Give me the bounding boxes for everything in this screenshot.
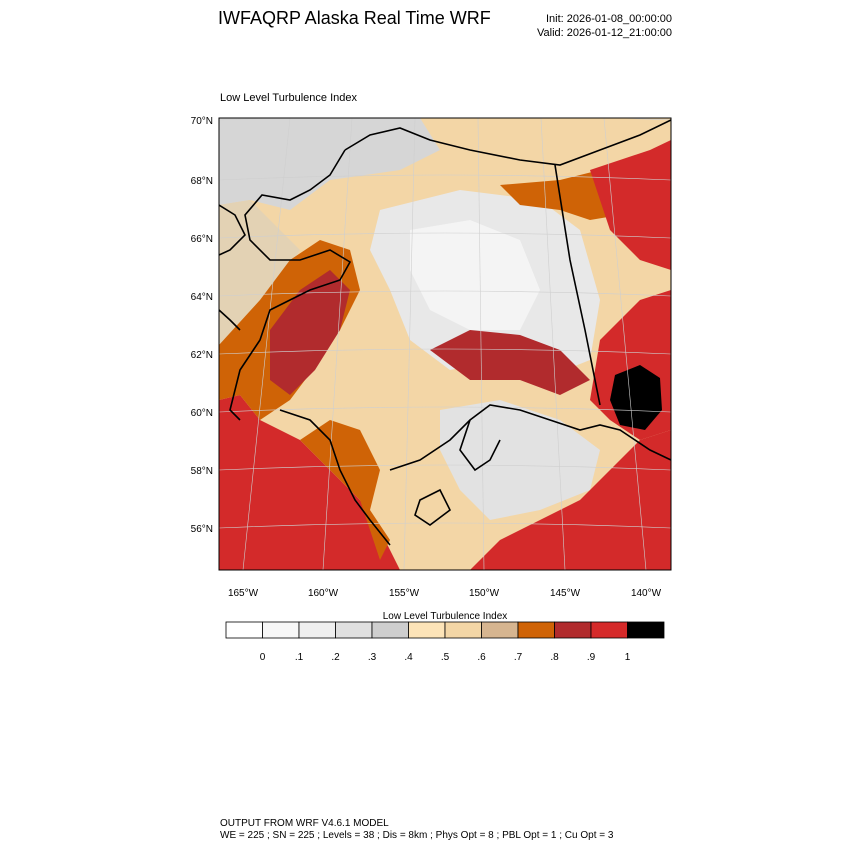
colorbar-tick-label: 1 <box>625 652 631 663</box>
lon-tick-165: 165°W <box>228 588 259 599</box>
colorbar-tick-label: .8 <box>550 652 559 663</box>
colorbar-swatch <box>554 621 592 639</box>
colorbar-tick-label: .2 <box>331 652 340 663</box>
colorbar-swatch <box>408 621 446 639</box>
colorbar-tick-label: .6 <box>477 652 486 663</box>
lat-tick-60: 60°N <box>191 408 213 419</box>
field-label: Low Level Turbulence Index <box>220 92 357 104</box>
alaska-range-band <box>430 330 590 395</box>
lat-tick-58: 58°N <box>191 466 213 477</box>
graticule <box>219 118 671 570</box>
colorbar-swatch <box>517 621 555 639</box>
colorbar-tick-label: 0 <box>260 652 266 663</box>
colorbar-swatch <box>335 621 373 639</box>
lat-tick-64: 64°N <box>191 292 213 303</box>
turbulence-band-west-inner <box>270 270 350 395</box>
bering-region <box>219 200 300 345</box>
gulf-fill <box>470 430 671 570</box>
arctic-region <box>219 118 440 210</box>
colorbar-tick-label: .1 <box>295 652 304 663</box>
southcentral-grey <box>440 400 600 520</box>
colorbar-swatch <box>225 621 263 639</box>
lon-axis: 165°W 160°W 155°W 150°W 145°W 140°W <box>228 588 662 599</box>
colorbar-swatch <box>298 621 336 639</box>
colorbar-swatch <box>444 621 482 639</box>
colorbar-tick-label: .4 <box>404 652 413 663</box>
lon-tick-145: 145°W <box>550 588 581 599</box>
map-frame <box>218 117 672 571</box>
map-area <box>219 118 671 570</box>
model-footer: OUTPUT FROM WRF V4.6.1 MODEL WE = 225 ; … <box>220 818 613 842</box>
colorbar-swatch <box>371 621 409 639</box>
footer-line-1: OUTPUT FROM WRF V4.6.1 MODEL <box>220 818 389 829</box>
lat-tick-68: 68°N <box>191 176 213 187</box>
lat-tick-56: 56°N <box>191 524 213 535</box>
footer-line-2: WE = 225 ; SN = 225 ; Levels = 38 ; Dis … <box>220 830 614 841</box>
lat-tick-62: 62°N <box>191 350 213 361</box>
lon-tick-140: 140°W <box>631 588 662 599</box>
colorbar-swatch <box>627 621 665 639</box>
run-info: Init: 2026-01-08_00:00:00 Valid: 2026-01… <box>500 12 672 40</box>
lat-axis: 70°N 68°N 66°N 64°N 62°N 60°N 58°N 56°N <box>191 116 213 535</box>
lon-tick-150: 150°W <box>469 588 500 599</box>
lon-tick-155: 155°W <box>389 588 420 599</box>
chart-title: IWFAQRP Alaska Real Time WRF <box>218 8 491 28</box>
colorbar-tick-label: .5 <box>441 652 450 663</box>
lat-tick-66: 66°N <box>191 234 213 245</box>
colorbar-swatch <box>481 621 519 639</box>
init-time: Init: 2026-01-08_00:00:00 <box>546 13 672 25</box>
colorbar <box>225 621 665 639</box>
colorbar-title: Low Level Turbulence Index <box>383 611 508 622</box>
lat-tick-70: 70°N <box>191 116 213 127</box>
valid-time: Valid: 2026-01-12_21:00:00 <box>537 27 672 39</box>
turbulence-band-peninsula <box>300 420 390 560</box>
st-elias-core <box>610 365 662 430</box>
colorbar-labels: 0 .1 .2 .3 .4 .5 .6 .7 .8 .9 1 <box>260 652 631 663</box>
colorbar-tick-label: .7 <box>514 652 523 663</box>
colorbar-swatch <box>262 621 300 639</box>
lon-tick-160: 160°W <box>308 588 339 599</box>
colorbar-swatch <box>590 621 628 639</box>
northeast-red <box>590 140 671 270</box>
colorbar-tick-label: .3 <box>368 652 377 663</box>
coastline <box>219 119 671 546</box>
colorbar-tick-label: .9 <box>587 652 596 663</box>
interior-light <box>410 220 540 330</box>
